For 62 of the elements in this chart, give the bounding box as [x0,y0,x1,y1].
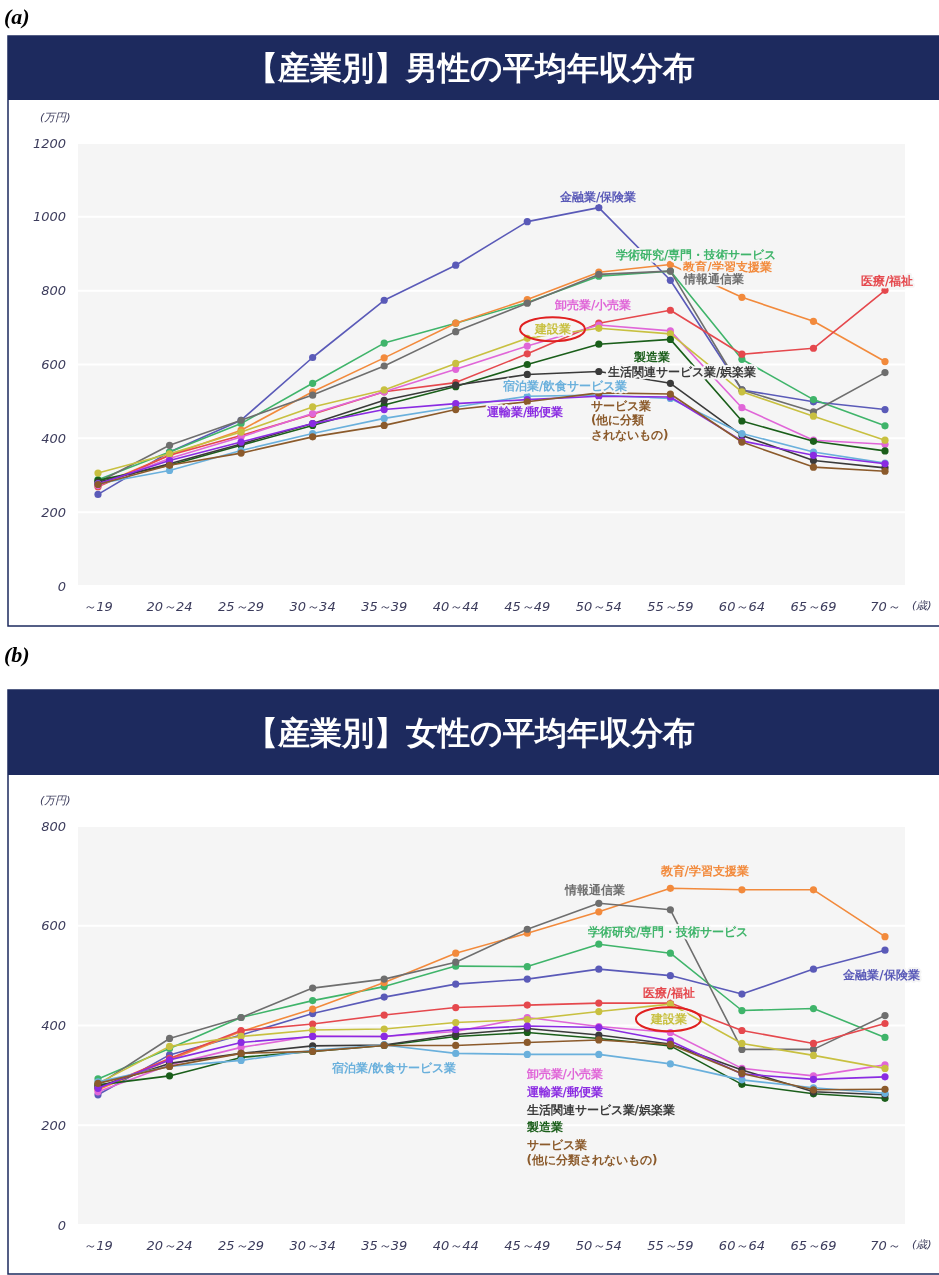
x-tick-label: 45～49 [504,1237,551,1253]
x-tick-label: 45～49 [504,598,551,614]
y-tick-label: 1200 [32,135,66,151]
x-tick-label: 35～39 [361,1237,408,1253]
x-tick-label: 20～24 [146,1237,193,1253]
x-tick-label: ～19 [83,598,113,614]
x-tick-label: 55～59 [647,598,694,614]
x-axis-title: (歳) [912,599,932,612]
y-tick-label: 800 [41,283,66,299]
y-tick-label: 0 [57,578,66,594]
y-tick-label: 0 [57,1217,66,1233]
x-axis-title: (歳) [912,1238,932,1251]
x-tick-label: 40～44 [432,598,479,614]
y-tick-label: 400 [41,430,66,446]
chart-title: 【産業別】女性の平均年収分布 [245,713,695,752]
series-label: 建設業 [649,1012,687,1027]
x-tick-label: ～19 [83,1237,113,1253]
series-label: 金融業/保険業 [558,190,637,205]
x-tick-label: 30～34 [289,598,336,614]
series-label: 医療/福祉 [860,273,914,288]
text: (b) [4,642,30,667]
x-tick-label: 65～69 [790,1237,837,1253]
x-tick-label: 60～64 [718,1237,765,1253]
x-tick-label: 70～ [870,1237,900,1253]
series-label: 医療/福祉 [642,986,696,1001]
series-label: 宿泊業/飲食サービス業 [502,379,628,394]
series-label: 卸売業/小売業 [553,297,632,312]
x-tick-label: 35～39 [361,598,408,614]
text: 生活関連サービス業/娯楽業 [525,1103,675,1118]
y-tick-label: 800 [41,818,66,834]
series-label: サービス業(他に分類されないもの) [590,399,669,442]
x-tick-label: 50～54 [575,1237,622,1253]
y-tick-label: 400 [41,1018,66,1033]
x-tick-label: 55～59 [647,1237,694,1253]
text: サービス業(他に分類されないもの) [526,1138,658,1167]
x-tick-label: 70～ [870,598,900,614]
text: 製造業 [525,1120,563,1135]
y-tick-label: 600 [41,918,66,934]
x-tick-label: 25～29 [218,598,265,614]
y-tick-label: 200 [41,1117,66,1133]
series-label: 宿泊業/飲食サービス業 [331,1061,457,1076]
x-tick-label: 60～64 [718,598,765,614]
x-tick-label: 20～24 [146,598,193,614]
x-tick-label: 50～54 [575,598,622,614]
series-label: 製造業 [633,349,671,364]
y-tick-label: 1000 [32,209,66,225]
x-tick-label: 30～34 [289,1237,336,1253]
chart-title: 【産業別】男性の平均年収分布 [245,49,695,87]
text: 運輸業/郵便業 [525,1085,603,1100]
x-tick-label: 25～29 [218,1237,265,1253]
y-tick-label: 600 [41,357,66,372]
series-label: 教育/学習支援業 [659,863,749,878]
x-tick-label: 40～44 [432,1237,479,1253]
series-label: 金融業/保険業 [842,968,920,983]
y-tick-label: 200 [41,504,66,520]
x-tick-label: 65～69 [790,598,837,614]
y-axis-title: (万円) [40,794,71,807]
series-label: 情報通信業 [563,882,625,897]
series-label: 運輸業/郵便業 [485,404,564,419]
y-axis-title: (万円) [40,111,71,124]
text: (a) [4,4,30,29]
text: 卸売業/小売業 [525,1067,603,1082]
